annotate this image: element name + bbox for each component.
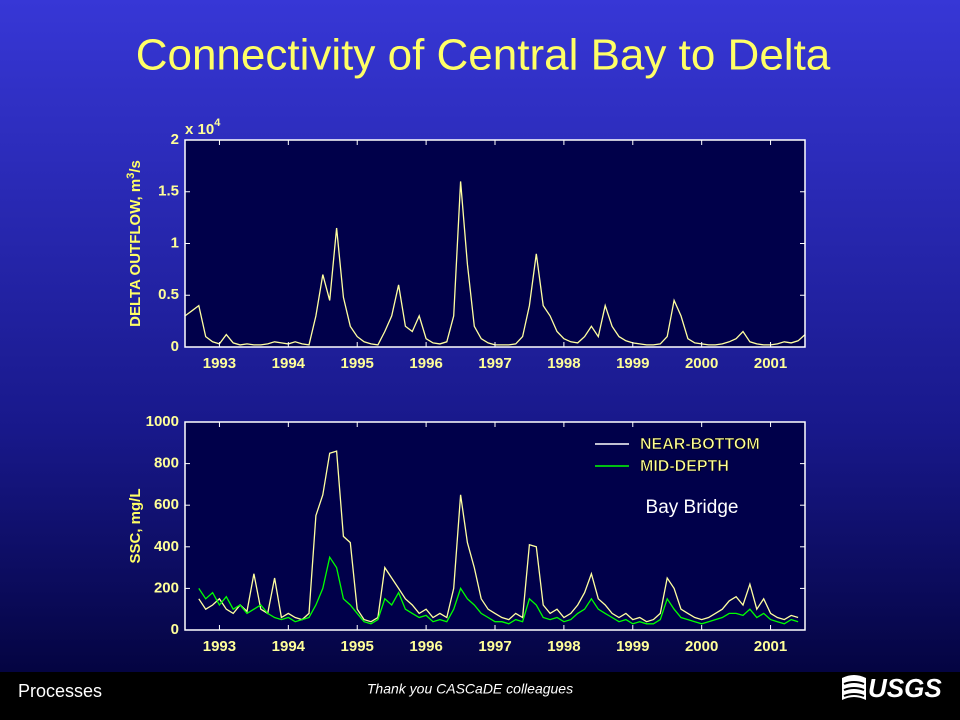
y-axis-label-text: DELTA OUTFLOW, m [127, 179, 144, 327]
x-tick-label: 1993 [203, 355, 236, 372]
y-axis-label-superscript: 3 [125, 173, 137, 179]
y-multiplier-exponent: 4 [214, 117, 221, 129]
y-multiplier-base: x 10 [185, 121, 214, 138]
x-tick-label: 1999 [616, 638, 649, 655]
y-tick-label: 0 [171, 621, 179, 638]
x-tick-label: 1995 [341, 355, 374, 372]
y-tick-label: 0.5 [158, 286, 179, 303]
series-line [198, 450, 799, 623]
series-line [198, 555, 799, 625]
y-axis-label-suffix: /s [127, 160, 144, 173]
x-tick-label: 1997 [478, 355, 511, 372]
y-multiplier: x 104 [185, 117, 221, 138]
x-tick-label: 1995 [341, 638, 374, 655]
y-axis-label: SSC, mg/L [127, 488, 144, 563]
x-tick-label: 2000 [685, 638, 718, 655]
y-tick-label: 0 [171, 338, 179, 355]
x-tick-label: 1999 [616, 355, 649, 372]
y-tick-label: 400 [154, 538, 179, 555]
slide-title: Connectivity of Central Bay to Delta [136, 31, 831, 80]
footer-left: Processes [18, 681, 102, 701]
x-tick-label: 1994 [272, 638, 306, 655]
x-tick-label: 1998 [547, 638, 580, 655]
x-tick-label: 1996 [409, 638, 442, 655]
y-tick-label: 800 [154, 455, 179, 472]
legend-label: NEAR-BOTTOM [640, 436, 760, 453]
y-axis-label: DELTA OUTFLOW, m3/s [125, 160, 144, 327]
logo-waves [843, 681, 865, 697]
x-tick-label: 1994 [272, 355, 306, 372]
y-tick-label: 2 [171, 131, 179, 148]
usgs-logo: USGS [842, 673, 942, 703]
x-tick-label: 1998 [547, 355, 580, 372]
footer-center: Thank you CASCaDE colleagues [367, 681, 573, 697]
y-axis-label-text: SSC, mg/L [127, 488, 144, 563]
y-tick-label: 600 [154, 496, 179, 513]
y-tick-label: 1.5 [158, 183, 179, 200]
annotation: Bay Bridge [646, 497, 739, 518]
plot-area [185, 422, 805, 630]
chart: 0 200 400 600 800 1000 1993 1994 1995 1996 1997 199… [127, 413, 806, 655]
y-tick-label: 200 [154, 579, 179, 596]
footer-bar [0, 672, 960, 720]
x-tick-label: 2001 [754, 355, 787, 372]
chart: 0 0.5 1 1.5 2 1993 1994 1995 1996 1997 1998 1999 200… [125, 117, 806, 372]
x-tick-label: 1997 [478, 638, 511, 655]
x-tick-label: 1993 [203, 638, 236, 655]
legend-label: MID-DEPTH [640, 458, 729, 475]
x-tick-label: 2000 [685, 355, 718, 372]
x-tick-label: 1996 [409, 355, 442, 372]
x-tick-label: 2001 [754, 638, 787, 655]
plot-area [185, 140, 805, 347]
data-layer [198, 450, 799, 625]
logo-text: USGS [868, 673, 942, 703]
y-tick-label: 1 [171, 234, 179, 251]
y-tick-label: 1000 [146, 413, 179, 430]
